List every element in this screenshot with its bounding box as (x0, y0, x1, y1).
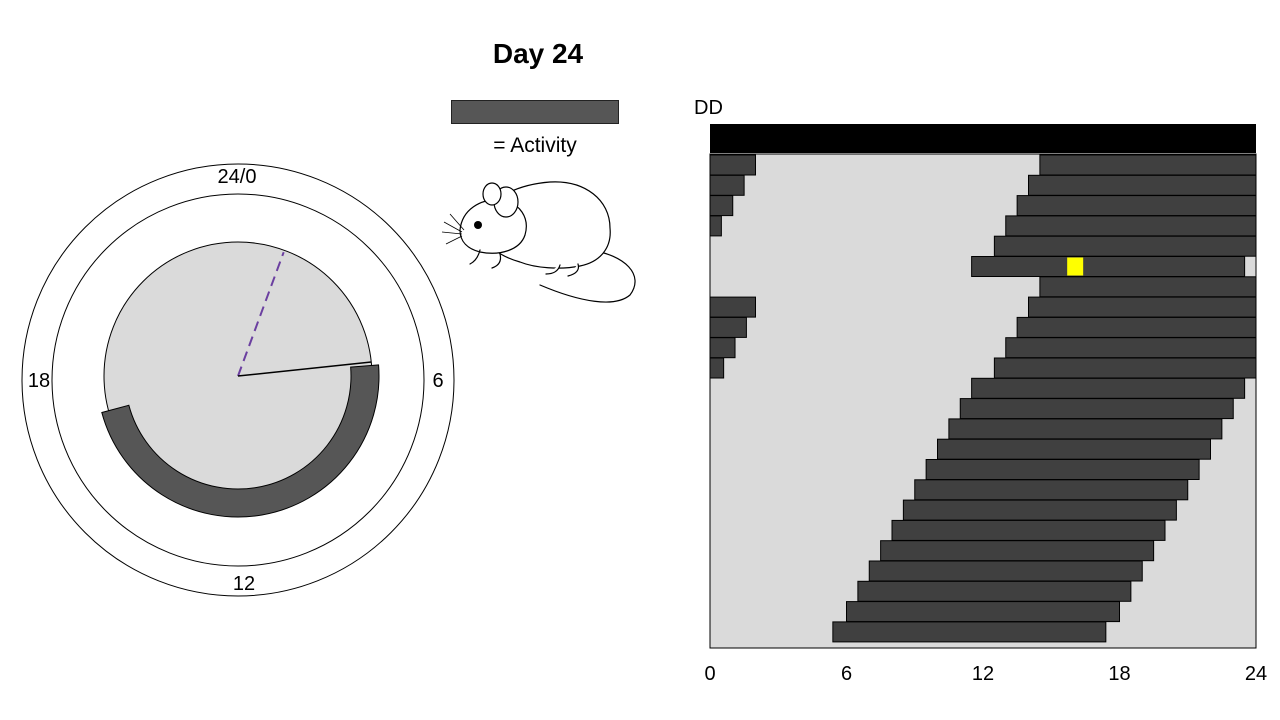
activity-legend-label: = Activity (493, 134, 577, 157)
clock-label-right: 6 (432, 370, 444, 392)
actogram-activity-bar (709, 357, 725, 379)
actogram-activity-bar (880, 540, 1155, 562)
actogram-activity-bar (1028, 296, 1257, 318)
actogram-light-bar (710, 124, 1256, 153)
actogram-x-tick-label: 12 (971, 663, 995, 685)
actogram-activity-bar (902, 499, 1177, 521)
actogram-activity-bar (959, 398, 1234, 420)
actogram-activity-bar (709, 337, 736, 359)
actogram-x-tick-label: 0 (704, 663, 716, 685)
actogram-activity-bar (1005, 337, 1257, 359)
actogram-activity-bar (925, 459, 1200, 480)
clock-label-top: 24/0 (217, 166, 257, 188)
actogram-activity-bar (993, 235, 1257, 257)
mouse-front-paw (469, 249, 502, 269)
activity-legend-swatch (451, 100, 619, 124)
actogram-x-tick-label: 18 (1108, 663, 1131, 685)
actogram-activity-bar (891, 519, 1166, 541)
actogram-activity-bar (709, 195, 734, 217)
mouse-eye (474, 221, 482, 229)
actogram-activity-bar (1028, 174, 1257, 196)
actogram-activity-bar (1016, 195, 1257, 217)
actogram-activity-bar (1039, 276, 1257, 298)
actogram-activity-bar (1005, 215, 1257, 237)
condition-label: DD (694, 97, 723, 119)
actogram-activity-bar (709, 316, 747, 338)
mouse-tail (539, 249, 636, 303)
actogram-activity-bar (832, 621, 1107, 643)
actogram-activity-bar (937, 438, 1211, 460)
actogram-activity-bar (709, 296, 756, 318)
clock-label-bottom: 12 (232, 573, 256, 595)
actogram-activity-bar (971, 377, 1246, 399)
day-title: Day 24 (492, 38, 584, 69)
mouse-hind-leg (545, 263, 580, 277)
clock-reference-dashed-line (237, 251, 285, 377)
actogram-yellow-marker (1067, 257, 1084, 276)
actogram-activity-bar (914, 479, 1189, 501)
clock-hour-hand (237, 361, 372, 377)
actogram-activity-bar (971, 256, 1246, 277)
actogram-activity-bar (1016, 316, 1257, 338)
actogram (709, 124, 1257, 649)
actogram-activity-bar (993, 357, 1257, 379)
actogram-activity-bar (709, 215, 722, 237)
mouse-ear-back (482, 182, 502, 206)
clock-label-left: 18 (27, 370, 51, 392)
actogram-activity-bar (709, 154, 756, 176)
actogram-activity-bar (948, 418, 1223, 440)
circadian-clock (21, 163, 455, 597)
actogram-activity-bar (1039, 154, 1257, 176)
mouse-whiskers (441, 213, 465, 245)
actogram-activity-bar (857, 580, 1132, 602)
clock-activity-arc (101, 364, 380, 518)
actogram-x-tick-label: 6 (840, 663, 853, 685)
actogram-activity-bar (709, 174, 745, 196)
mouse-illustration (441, 181, 636, 303)
actogram-x-tick-label: 24 (1244, 663, 1268, 685)
actogram-activity-bar (846, 601, 1120, 623)
actogram-activity-bar (868, 560, 1143, 582)
